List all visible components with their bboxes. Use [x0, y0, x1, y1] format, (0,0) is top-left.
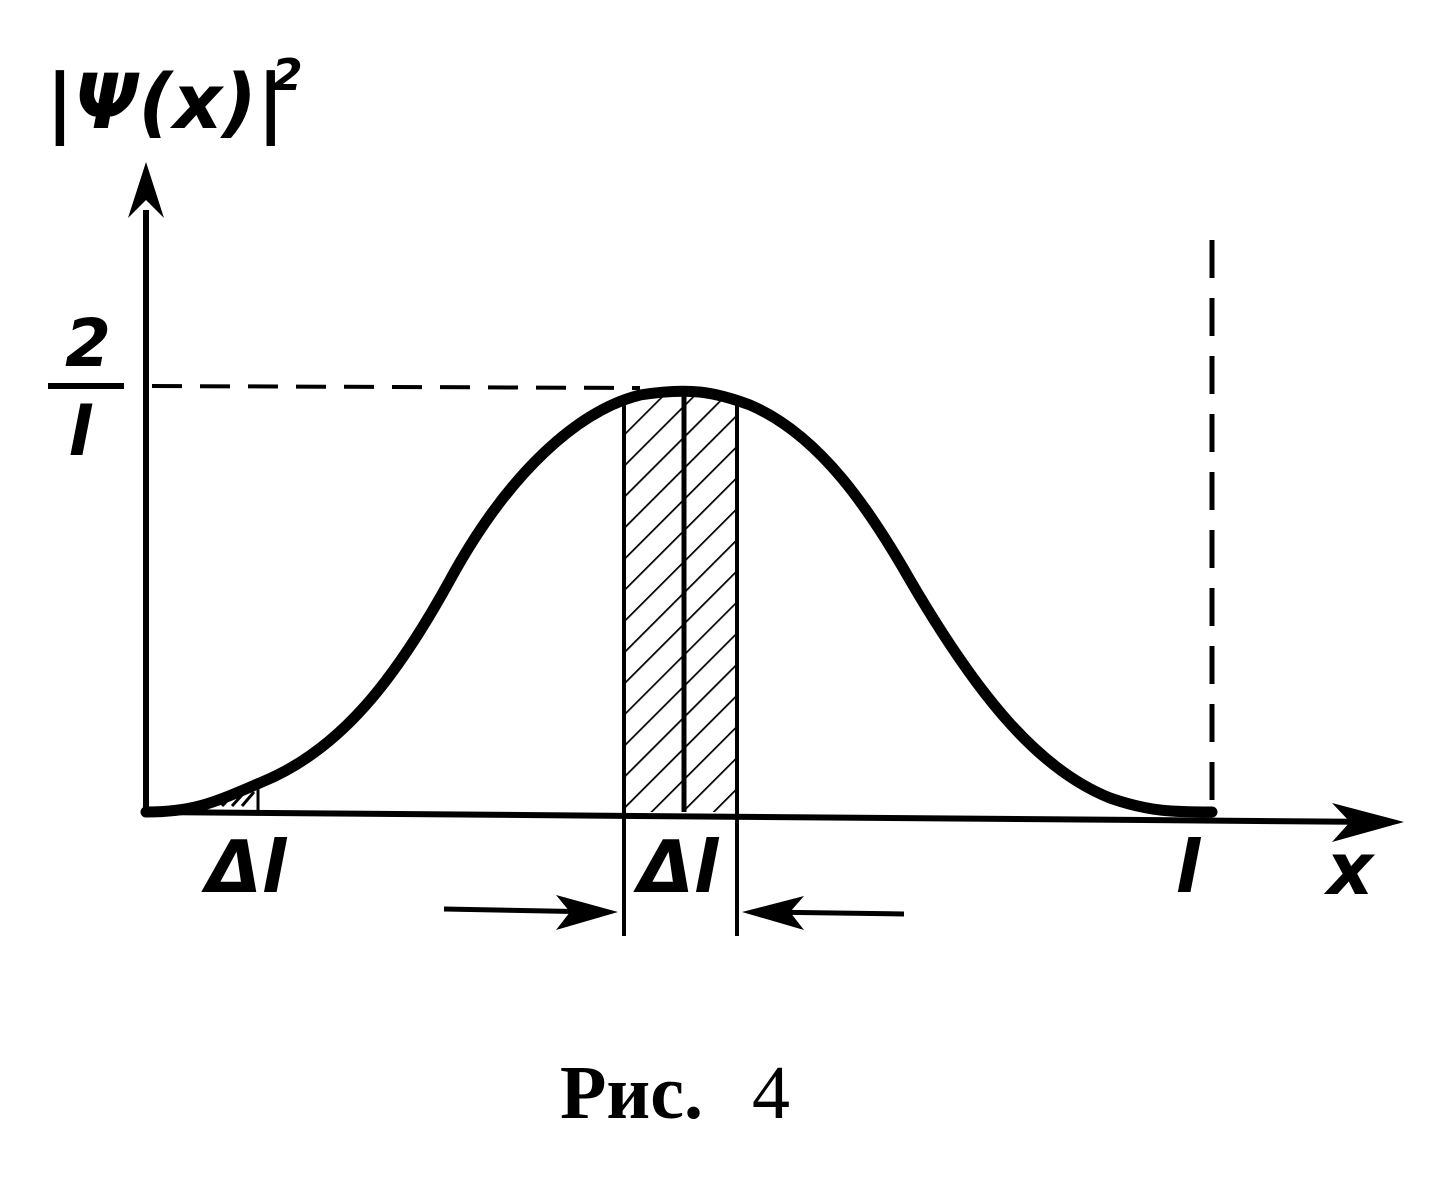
caption-prefix: Рис. [560, 1051, 703, 1135]
interval-bracket [622, 812, 739, 936]
hatched-interval-center [622, 391, 739, 812]
interval-center-label: Δl [633, 825, 720, 909]
x-axis [145, 803, 1404, 842]
x-end-label: l [1176, 825, 1202, 909]
right-arrow-pointer [742, 896, 905, 930]
y-axis-label-power: 2 [272, 50, 303, 101]
y-axis-label: |Ψ(x)| [46, 57, 285, 147]
interval-left-label: Δl [201, 825, 288, 909]
left-arrow-pointer [443, 895, 618, 930]
max-dashed-line [151, 384, 641, 390]
x-axis-label: x [1324, 827, 1376, 911]
y-axis [128, 162, 164, 812]
probability-density-curve [140, 385, 1218, 818]
y-tick-denominator: l [68, 393, 93, 472]
caption-number: 4 [752, 1051, 790, 1135]
y-tick-numerator: 2 [65, 305, 111, 382]
figure-caption: Рис. 4 [560, 1051, 790, 1135]
